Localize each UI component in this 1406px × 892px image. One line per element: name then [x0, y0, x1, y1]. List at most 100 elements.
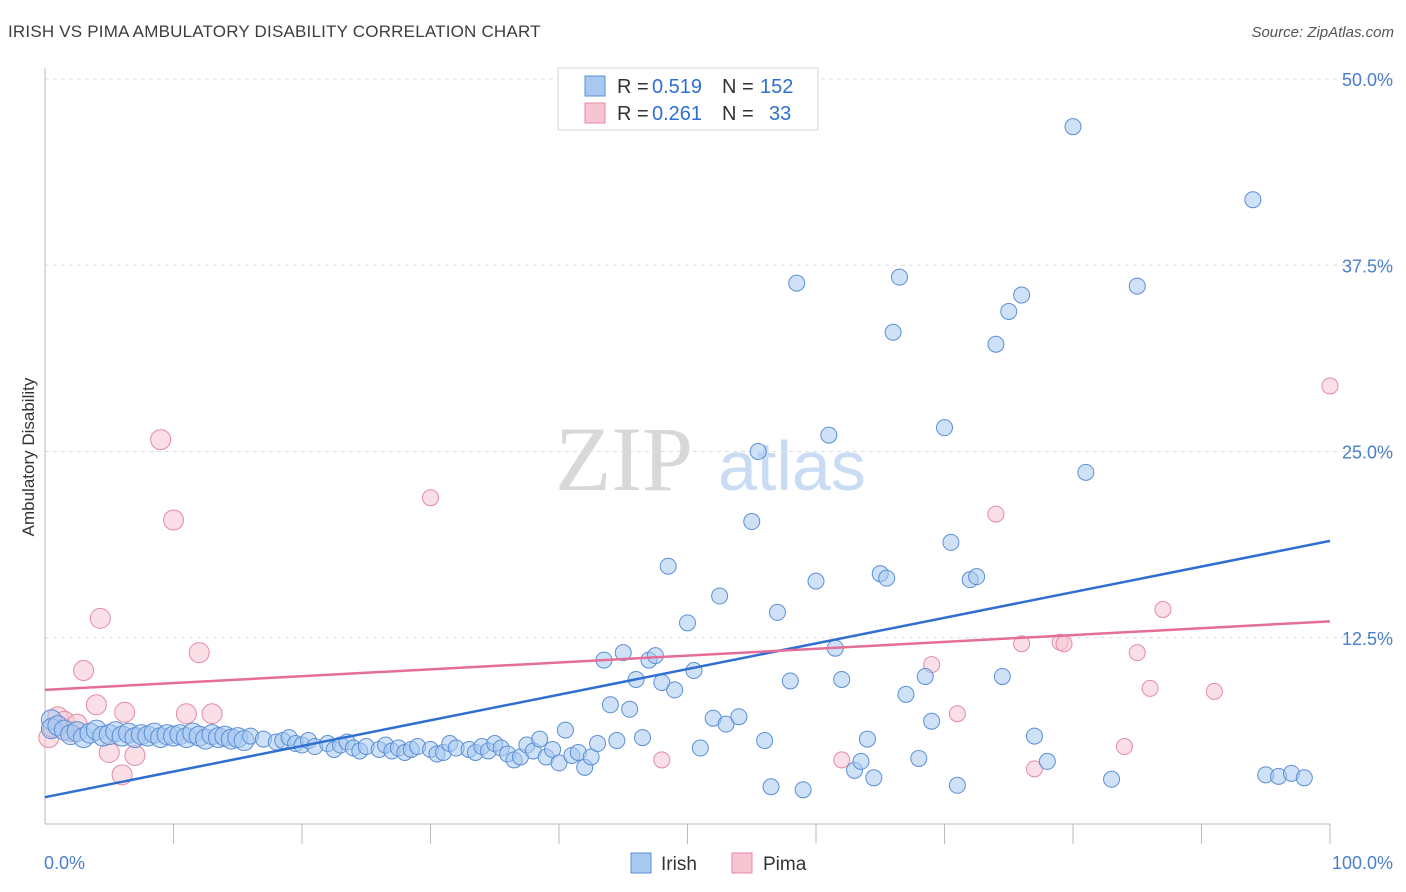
legend-swatch-pima [584, 102, 606, 124]
irish-point [1064, 118, 1082, 136]
pima-trend-line [44, 620, 1331, 692]
irish-point [691, 739, 709, 757]
irish-point [762, 778, 780, 796]
chart-title: IRISH VS PIMA AMBULATORY DISABILITY CORR… [8, 22, 541, 41]
bottom-legend-swatch-pima [731, 852, 753, 874]
bottom-legend-label-irish: Irish [661, 854, 697, 875]
pima-point [1205, 682, 1223, 700]
irish-point [659, 557, 677, 575]
irish-point [711, 587, 729, 605]
x-tick-label-min: 0.0% [44, 853, 85, 873]
irish-point [531, 730, 549, 748]
irish-point [781, 672, 799, 690]
irish-point [749, 443, 767, 460]
irish-point [936, 419, 953, 437]
legend-n-label-pima: N = [722, 103, 754, 125]
pima-point [1055, 635, 1073, 653]
pima-point [85, 694, 107, 716]
irish-point [820, 426, 838, 444]
pima-point [163, 509, 184, 531]
irish-point [987, 335, 1005, 353]
pima-point [1154, 600, 1172, 618]
irish-point [807, 572, 825, 590]
irish-point [646, 647, 664, 665]
irish-point [1103, 770, 1121, 788]
irish-point [878, 569, 896, 587]
irish-point [993, 667, 1011, 685]
legend-r-label-pima: R = [617, 103, 649, 125]
legend-swatch-irish [584, 75, 606, 97]
irish-point [679, 614, 696, 632]
source-label: Source: ZipAtlas.com [1251, 24, 1394, 41]
irish-point [910, 749, 928, 767]
pima-point [188, 642, 210, 664]
irish-point [634, 729, 652, 747]
irish-point [858, 730, 876, 748]
irish-point [666, 681, 684, 699]
irish-point [942, 533, 960, 551]
y-tick-label: 37.5% [1342, 256, 1393, 276]
y-tick-label: 50.0% [1342, 70, 1393, 90]
irish-point [788, 274, 806, 292]
legend-r-value-pima: 0.261 [652, 103, 702, 125]
irish-point [948, 776, 966, 794]
irish-point [601, 696, 619, 714]
pima-point [1013, 635, 1031, 653]
irish-point [833, 670, 851, 688]
y-axis-label: Ambulatory Disability [19, 377, 38, 536]
irish-point [608, 732, 626, 750]
pima-point [73, 660, 95, 682]
pima-point [175, 703, 197, 725]
irish-point [916, 667, 934, 685]
pima-point [1128, 644, 1146, 662]
irish-point [1077, 463, 1095, 481]
grid-lines [45, 78, 1395, 639]
irish-point [1000, 302, 1018, 320]
irish-point [1013, 286, 1031, 304]
legend-n-value-pima: 33 [769, 103, 791, 125]
watermark-zip: ZIP [555, 408, 693, 510]
irish-point [550, 754, 568, 772]
legend-r-label-irish: R = [617, 76, 649, 98]
pima-point [201, 703, 223, 725]
irish-point [794, 781, 812, 799]
irish-point [884, 323, 902, 341]
legend-r-value-irish: 0.519 [652, 76, 702, 98]
pima-point [653, 751, 671, 769]
irish-point [730, 708, 748, 726]
pima-point [1321, 377, 1339, 395]
legend-n-value-irish: 152 [760, 76, 793, 98]
y-tick-label: 12.5% [1342, 629, 1393, 649]
irish-point [743, 513, 761, 531]
pima-point [1115, 738, 1133, 756]
irish-point [865, 769, 883, 787]
pima-point [89, 607, 111, 629]
legend-box: R = 0.519 N = 152 R = 0.261 N = 33 [557, 67, 819, 131]
x-axis-ticks [173, 824, 1331, 844]
irish-point [852, 752, 870, 770]
pima-point [948, 705, 966, 723]
irish-point [589, 735, 607, 753]
pima-point [124, 744, 146, 766]
irish-point [1038, 752, 1056, 770]
irish-point [1295, 769, 1313, 787]
irish-point [717, 715, 735, 733]
pima-point [833, 751, 851, 769]
pima-point [114, 701, 136, 723]
irish-trend-line [44, 539, 1331, 799]
irish-point [1128, 277, 1146, 295]
x-tick-label-max: 100.0% [1332, 853, 1393, 873]
irish-point [768, 603, 786, 621]
irish-point [968, 568, 986, 586]
irish-point [756, 732, 774, 750]
pima-point [150, 429, 172, 451]
irish-point [556, 721, 574, 739]
irish-point [685, 662, 703, 680]
pima-point [422, 489, 439, 507]
pima-point [1025, 760, 1043, 778]
pima-point [1141, 679, 1159, 697]
irish-point [923, 712, 941, 730]
bottom-legend-swatch-irish [630, 852, 652, 874]
irish-point [1244, 191, 1262, 209]
